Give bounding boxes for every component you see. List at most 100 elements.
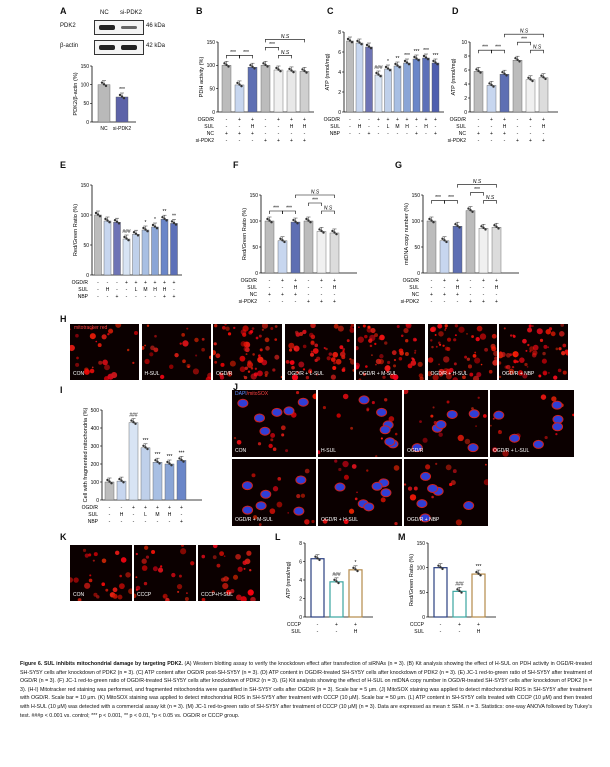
- mitochondria-spot: [375, 363, 377, 366]
- data-point: [484, 228, 487, 231]
- mitochondria-spot: [502, 450, 509, 457]
- condition-value: +: [516, 138, 519, 144]
- panel-letter-b: B: [196, 6, 203, 16]
- data-point: [320, 229, 323, 233]
- significance-bracket: [491, 49, 505, 54]
- data-point: [518, 60, 521, 63]
- mitochondria-spot: [445, 373, 452, 380]
- mitochondria-spot: [473, 351, 476, 354]
- mitochondria-spot: [343, 519, 349, 525]
- blot-band: [99, 25, 115, 30]
- condition-value: +: [281, 292, 284, 298]
- mitochondria-spot: [387, 360, 391, 365]
- data-point: [388, 69, 392, 72]
- mitochondria-spot: [84, 553, 89, 558]
- significance-bracket: [517, 41, 531, 46]
- mitochondria-spot: [442, 356, 449, 363]
- mitochondria-spot: [432, 374, 439, 380]
- condition-value: -: [239, 138, 241, 144]
- mitochondria-spot: [309, 352, 314, 357]
- nucleus: [297, 397, 309, 407]
- data-point: [130, 419, 133, 422]
- condition-value: -: [483, 292, 485, 298]
- mitochondria-spot: [332, 361, 336, 365]
- data-point: [279, 70, 282, 73]
- data-point: [132, 421, 135, 424]
- mitochondria-spot: [70, 328, 72, 331]
- bar: [512, 60, 523, 113]
- mitochondria-spot: [470, 335, 474, 338]
- mitochondria-spot: [531, 325, 534, 327]
- mitochondria-spot: [557, 368, 562, 373]
- bar: [103, 220, 112, 276]
- mitochondria-spot: [107, 332, 110, 336]
- blot-row-label: β-actin: [60, 43, 79, 49]
- mitochondria-spot: [463, 355, 467, 359]
- condition-value: +: [482, 278, 485, 284]
- mitochondria-spot: [276, 501, 283, 508]
- mitochondria-spot: [354, 497, 358, 501]
- condition-value: -: [265, 131, 267, 137]
- mitochondria-spot: [89, 333, 96, 340]
- data-point: [251, 65, 254, 68]
- data-point: [365, 43, 369, 47]
- mitochondria-spot: [272, 486, 279, 492]
- mitochondria-spot: [509, 334, 513, 337]
- data-point: [151, 223, 155, 227]
- mitochondria-spot: [334, 459, 338, 463]
- data-point: [394, 62, 397, 66]
- bracket-label: N.S: [324, 206, 333, 212]
- y-tick-label: 8: [464, 54, 467, 60]
- mitochondria-spot: [351, 368, 354, 372]
- condition-value: +: [154, 280, 157, 286]
- y-tick-label: 0: [299, 615, 302, 621]
- y-axis-label: PDH activity (%): [199, 57, 205, 98]
- condition-value: H: [405, 124, 409, 130]
- y-tick-label: 0: [417, 271, 420, 277]
- mitochondria-spot: [226, 371, 233, 377]
- bracket-label: N.S: [486, 195, 495, 201]
- mitochondria-spot: [143, 581, 148, 586]
- mitochondria-spot: [328, 352, 332, 356]
- condition-value: M: [395, 124, 399, 130]
- y-tick-label: 0: [96, 498, 99, 504]
- mitochondria-spot: [77, 598, 82, 601]
- mitochondria-spot: [148, 352, 153, 357]
- condition-value: -: [349, 117, 351, 123]
- bar: [290, 221, 301, 274]
- mitochondria-spot: [226, 589, 231, 595]
- mitochondria-spot: [467, 364, 472, 369]
- data-point: [432, 221, 435, 224]
- condition-value: -: [397, 131, 399, 137]
- data-point: [531, 79, 534, 83]
- bracket-label: ***: [474, 187, 480, 193]
- blot-row-label: PDK2: [60, 23, 76, 29]
- nucleus: [260, 489, 272, 499]
- mitochondria-spot: [425, 464, 431, 470]
- bracket-label: N.S: [533, 45, 542, 51]
- mitochondria-spot: [362, 324, 366, 328]
- micrograph-label: CCCP: [137, 592, 152, 598]
- condition-value: +: [163, 280, 166, 286]
- mitochondria-spot: [265, 346, 270, 351]
- data-point: [305, 71, 308, 74]
- y-tick-label: 200: [91, 462, 100, 468]
- caption-title: Figure 6. SUL inhibits mitochondrial dam…: [20, 661, 183, 667]
- mitochondria-spot: [192, 368, 199, 375]
- data-point: [445, 240, 448, 244]
- mitochondria-spot: [214, 360, 218, 364]
- data-point: [168, 462, 171, 465]
- mitochondria-spot: [258, 354, 261, 358]
- mitochondria-spot: [229, 360, 236, 367]
- bar: [471, 573, 486, 618]
- mitochondria-spot: [112, 587, 118, 593]
- bar: [273, 69, 284, 113]
- mitochondria-spot: [159, 374, 164, 379]
- data-point: [98, 215, 102, 218]
- nucleus: [371, 481, 383, 491]
- mitochondria-spot: [394, 521, 398, 526]
- condition-value: H: [153, 287, 157, 293]
- bar: [422, 57, 430, 113]
- mitochondria-spot: [83, 369, 90, 375]
- mitochondria-spot: [93, 552, 98, 557]
